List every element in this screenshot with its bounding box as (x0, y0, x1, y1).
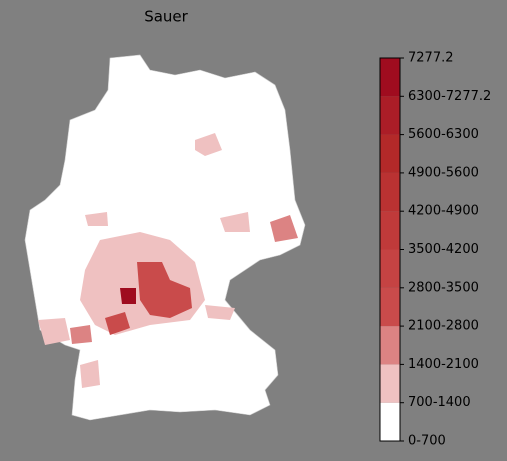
region-light (80, 360, 100, 388)
region-light (38, 318, 70, 345)
colorbar-segment (380, 96, 400, 135)
colorbar-segment (380, 211, 400, 250)
region-light (195, 133, 222, 156)
colorbar-segment (380, 134, 400, 173)
region-dark (120, 288, 136, 304)
germany-map (24, 54, 306, 421)
colorbar: 0-700 700-1400 1400-2100 2100-2800 2800-3500… (379, 51, 491, 449)
colorbar-label: 0-700 (408, 434, 446, 449)
region-medium (70, 325, 92, 344)
colorbar-segment (380, 402, 400, 441)
colorbar-label: 2100-2800 (408, 319, 479, 334)
region-red (137, 262, 192, 318)
colorbar-segment (380, 249, 400, 288)
colorbar-label: 2800-3500 (408, 280, 479, 295)
colorbar-label: 5600-6300 (408, 127, 479, 142)
colorbar-label: 4900-5600 (408, 165, 479, 180)
colorbar-label: 1400-2100 (408, 357, 479, 372)
region-light (205, 305, 235, 320)
colorbar-label: 7277.2 (408, 51, 454, 66)
colorbar-segment (380, 326, 400, 365)
country-outline (24, 54, 306, 421)
region-light (85, 212, 108, 226)
region-red (105, 312, 130, 335)
colorbar-label: 700-1400 (408, 395, 471, 410)
colorbar-label: 3500-4200 (408, 242, 479, 257)
map-title: Sauer (144, 8, 188, 26)
colorbar-segment (380, 287, 400, 327)
colorbar-segment (380, 172, 400, 212)
colorbar-segment (380, 58, 400, 97)
colorbar-label: 6300-7277.2 (408, 89, 491, 104)
colorbar-segment (380, 364, 400, 403)
colorbar-label: 4200-4900 (408, 204, 479, 219)
region-light (220, 212, 250, 232)
region-medium (270, 215, 298, 242)
